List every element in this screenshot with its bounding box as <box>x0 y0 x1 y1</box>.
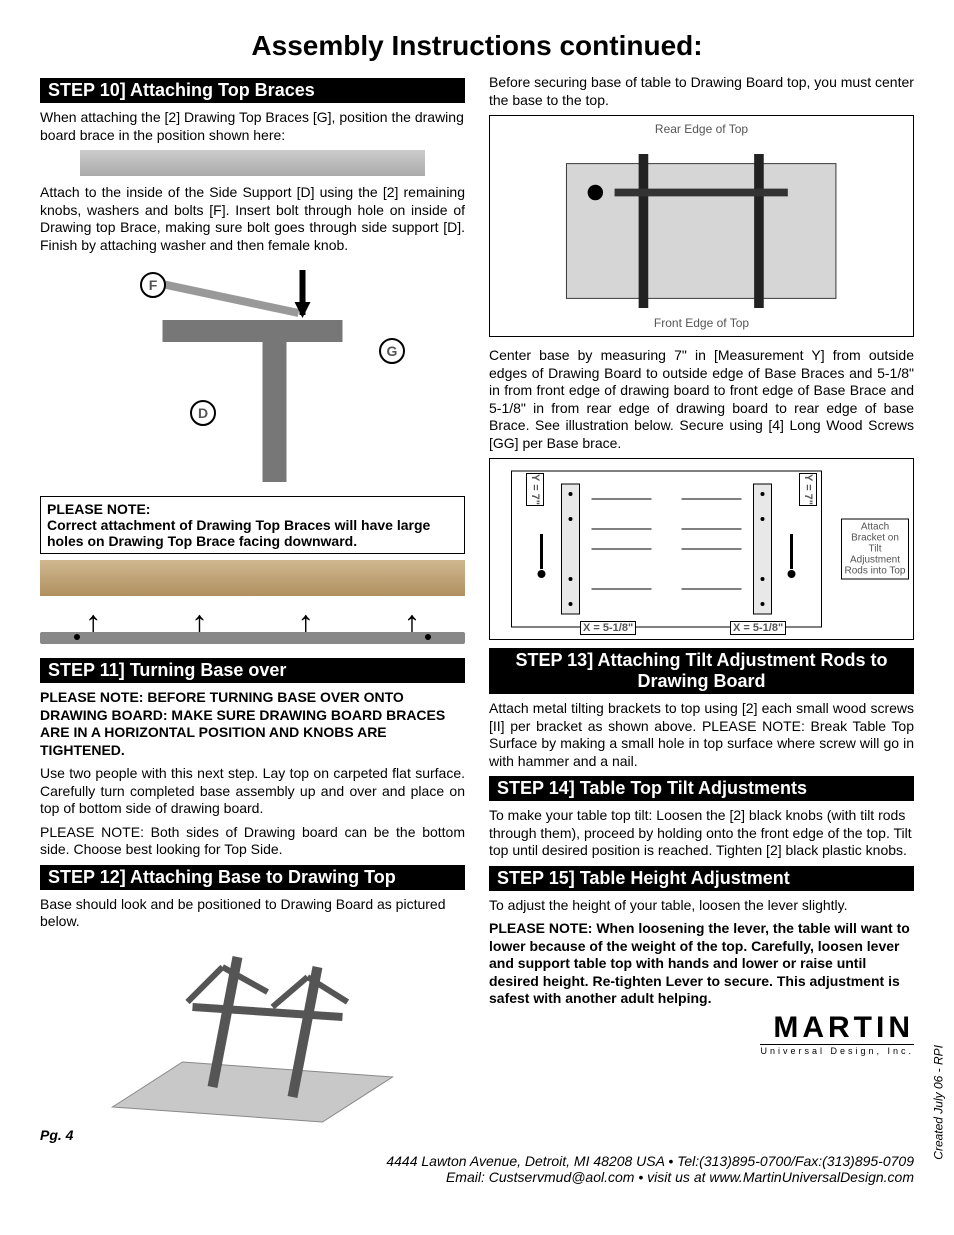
center-measure-text: Center base by measuring 7" in [Measurem… <box>489 347 914 452</box>
logo-main: MARTIN <box>489 1014 914 1041</box>
step15-p2: PLEASE NOTE: When loosening the lever, t… <box>489 920 914 1008</box>
pre-text: Before securing base of table to Drawing… <box>489 74 914 109</box>
right-column: Before securing base of table to Drawing… <box>489 74 914 1143</box>
step10-p2: Attach to the inside of the Side Support… <box>40 184 465 254</box>
measurement-diagram: Y = 7" Y = 7" X = 5-1/8" X = 5-1/8" Atta… <box>489 458 914 640</box>
callout-f: F <box>140 272 166 298</box>
y1-label: Y = 7" <box>526 473 544 506</box>
brace-dots-figure <box>40 632 465 644</box>
step11-p1: Use two people with this next step. Lay … <box>40 765 465 818</box>
left-column: STEP 10] Attaching Top Braces When attac… <box>40 74 465 1143</box>
step15-p1: To adjust the height of your table, loos… <box>489 897 914 915</box>
created-note: Created July 06 - RPI <box>932 1045 946 1160</box>
step10-p1: When attaching the [2] Drawing Top Brace… <box>40 109 465 144</box>
board-edges-figure: Rear Edge of Top Front Edge of Top <box>489 115 914 337</box>
brace-strip-figure <box>80 150 425 176</box>
brace-bottom-figure <box>40 560 465 596</box>
step10-note-box: PLEASE NOTE: Correct attachment of Drawi… <box>40 496 465 554</box>
x1-label: X = 5-1/8" <box>580 621 636 635</box>
step13-p1: Attach metal tilting brackets to top usi… <box>489 700 914 770</box>
step14-p1: To make your table top tilt: Loosen the … <box>489 807 914 860</box>
callout-d: D <box>190 400 216 426</box>
rear-edge-label: Rear Edge of Top <box>490 122 913 136</box>
front-edge-label: Front Edge of Top <box>490 316 913 330</box>
callout-g: G <box>379 338 405 364</box>
step11-warn: PLEASE NOTE: BEFORE TURNING BASE OVER ON… <box>40 689 465 759</box>
footer: 4444 Lawton Avenue, Detroit, MI 48208 US… <box>40 1153 914 1185</box>
page-title: Assembly Instructions continued: <box>40 30 914 62</box>
step12-figure <box>80 937 425 1127</box>
step15-header: STEP 15] Table Height Adjustment <box>489 866 914 891</box>
step14-header: STEP 14] Table Top Tilt Adjustments <box>489 776 914 801</box>
step12-p1: Base should look and be positioned to Dr… <box>40 896 465 931</box>
y2-label: Y = 7" <box>799 473 817 506</box>
step13-header: STEP 13] Attaching Tilt Adjustment Rods … <box>489 648 914 694</box>
step10-header: STEP 10] Attaching Top Braces <box>40 78 465 103</box>
step11-p2: PLEASE NOTE: Both sides of Drawing board… <box>40 824 465 859</box>
step11-header: STEP 11] Turning Base over <box>40 658 465 683</box>
brand-logo: MARTIN Universal Design, Inc. <box>489 1014 914 1057</box>
step10-figure: F G D <box>70 260 435 490</box>
logo-sub: Universal Design, Inc. <box>760 1044 914 1056</box>
footer-line1: 4444 Lawton Avenue, Detroit, MI 48208 US… <box>40 1153 914 1169</box>
page-number: Pg. 4 <box>40 1127 465 1143</box>
footer-line2: Email: Custservmud@aol.com • visit us at… <box>40 1169 914 1185</box>
step12-header: STEP 12] Attaching Base to Drawing Top <box>40 865 465 890</box>
note-title: PLEASE NOTE: <box>47 501 458 517</box>
x2-label: X = 5-1/8" <box>730 621 786 635</box>
bracket-annotation: Attach Bracket on Tilt Adjustment Rods i… <box>841 519 909 580</box>
note-text: Correct attachment of Drawing Top Braces… <box>47 517 458 549</box>
